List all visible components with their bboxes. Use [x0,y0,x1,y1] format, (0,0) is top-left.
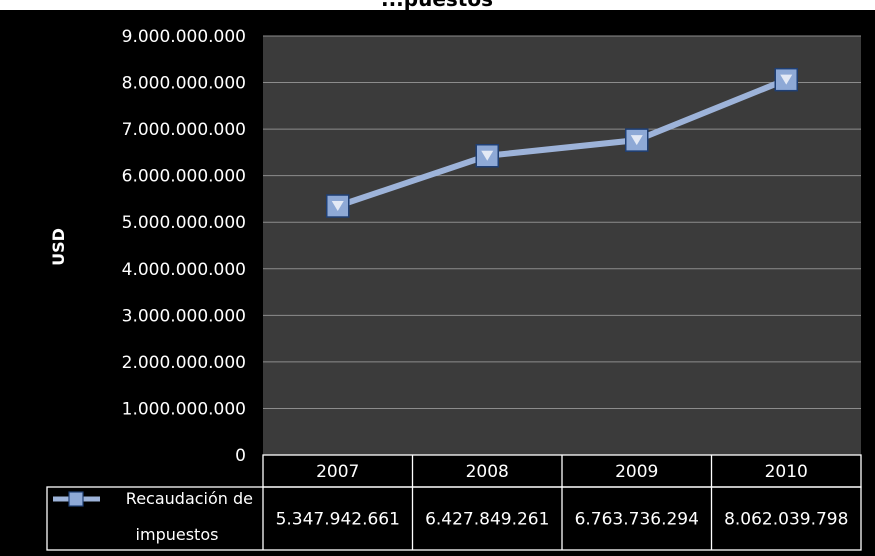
marker-highlight [780,74,793,85]
data-point-marker [326,194,350,218]
data-point-marker [625,128,649,152]
table-values-border [46,486,862,551]
series-line [336,76,788,209]
marker-highlight [331,201,344,212]
legend-label: impuestos [136,525,219,544]
y-tick-label: 2.000.000.000 [122,353,246,373]
x-category-label: 2010 [765,462,808,482]
marker-highlight [630,135,643,146]
legend-key [53,491,100,507]
legend-label: Recaudación de [126,489,253,508]
y-tick-label: 5.000.000.000 [122,213,246,233]
x-category-label: 2007 [316,462,359,482]
y-tick-label: 0 [235,446,246,466]
series-layer [326,67,798,218]
y-tick-label: 3.000.000.000 [122,306,246,326]
y-axis-label: USD [49,228,68,266]
x-category-label: 2009 [615,462,658,482]
chart-title: ...puestos [381,0,493,11]
marker-highlight [481,150,494,161]
data-point-marker [774,67,798,92]
data-table-value: 6.763.736.294 [575,510,699,530]
y-tick-label: 8.000.000.000 [122,74,246,94]
y-tick-label: 4.000.000.000 [122,260,246,280]
data-point-marker [475,143,499,168]
data-table-value: 6.427.849.261 [425,510,549,530]
x-category-label: 2008 [466,462,509,482]
y-tick-label: 6.000.000.000 [122,167,246,187]
data-table: 2007 2008 2009 2010 5.347.942.661 6.427.849.2… [46,454,862,551]
gridlines [263,35,861,409]
y-tick-label: 7.000.000.000 [122,120,246,140]
y-tick-label: 9.000.000.000 [122,27,246,47]
y-tick-label: 1.000.000.000 [122,399,246,419]
plot-area [263,36,861,455]
legend-key-marker [68,491,84,507]
y-axis-ticks: 0 1.000.000.000 2.000.000.000 3.000.000.000… [122,27,246,466]
data-table-value: 5.347.942.661 [276,510,400,530]
data-table-value: 8.062.039.798 [724,510,848,530]
